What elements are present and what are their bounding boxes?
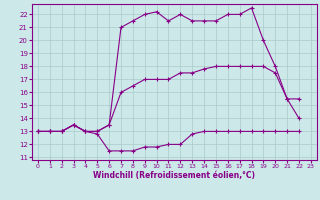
X-axis label: Windchill (Refroidissement éolien,°C): Windchill (Refroidissement éolien,°C): [93, 171, 255, 180]
